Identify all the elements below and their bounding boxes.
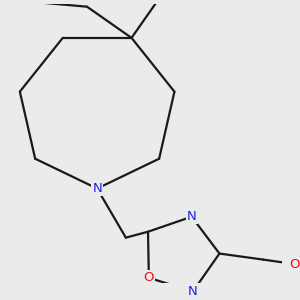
Text: N: N <box>187 210 196 223</box>
Text: O: O <box>144 272 154 284</box>
Text: N: N <box>188 285 198 298</box>
Text: O: O <box>290 258 300 271</box>
Text: N: N <box>92 182 102 195</box>
